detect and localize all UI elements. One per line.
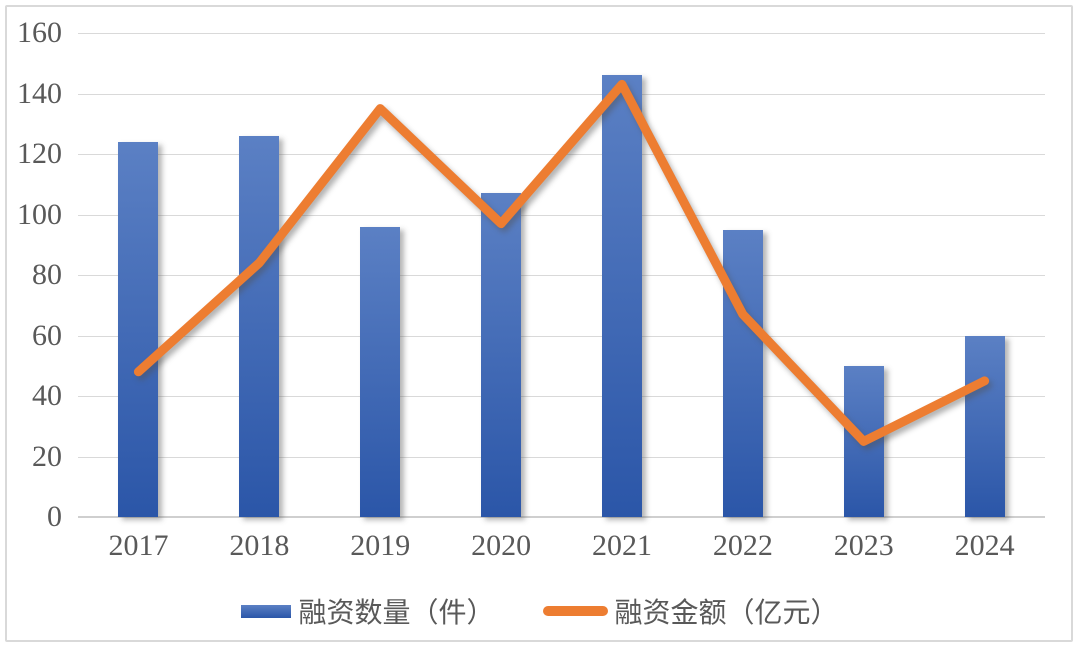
x-tick-label-2021: 2021 [591,529,652,562]
gridline [78,275,1045,276]
x-axis: 2017 2018 2019 2020 2021 2022 2023 2024 [78,529,1045,569]
line-series [133,79,990,446]
legend-item-bar-series: 融资数量（件） [241,591,495,631]
bar-2019 [360,226,401,517]
y-tick-label: 60 [32,318,62,352]
bar-2024 [964,335,1005,517]
y-axis: 0 20 40 60 80 100 120 140 160 [0,0,62,649]
y-tick-label: 100 [17,197,62,231]
x-tick-label-2017: 2017 [108,529,169,562]
legend-bar-swatch-icon [241,604,292,618]
y-tick-label: 80 [32,258,62,291]
x-tick-label-2020: 2020 [471,529,532,562]
x-tick-label-2022: 2022 [712,529,773,562]
legend: 融资数量（件） 融资金额（亿元） [0,591,1080,631]
bar-2021 [601,75,642,517]
financing-amount-line [133,79,990,446]
x-tick-label-2024: 2024 [954,529,1015,562]
legend-line-swatch-icon [542,606,608,616]
y-tick-label: 120 [17,137,62,170]
bar-2022 [722,229,763,517]
gridline [78,396,1045,397]
x-axis-line [78,516,1045,518]
x-tick-label-2018: 2018 [229,529,290,562]
bar-2017 [118,141,159,517]
gridline [78,93,1045,95]
x-tick-label-2019: 2019 [350,529,411,562]
bar-2020 [481,193,522,517]
gridline [78,214,1045,216]
y-tick-label: 40 [32,379,62,412]
y-tick-label: 0 [47,500,62,533]
legend-item-line-series: 融资金额（亿元） [542,591,839,631]
y-tick-label: 20 [32,439,62,473]
gridline [78,33,1045,34]
bar-2018 [239,135,280,517]
legend-bar-label: 融资数量（件） [298,598,495,629]
chart-frame [5,5,1073,642]
y-tick-label: 140 [17,76,62,110]
plot-area [78,33,1045,518]
x-tick-label-2023: 2023 [833,529,894,562]
gridline [78,335,1045,337]
gridline [78,456,1045,458]
legend-line-label: 融资金额（亿元） [614,598,839,629]
y-tick-label: 160 [17,16,62,49]
